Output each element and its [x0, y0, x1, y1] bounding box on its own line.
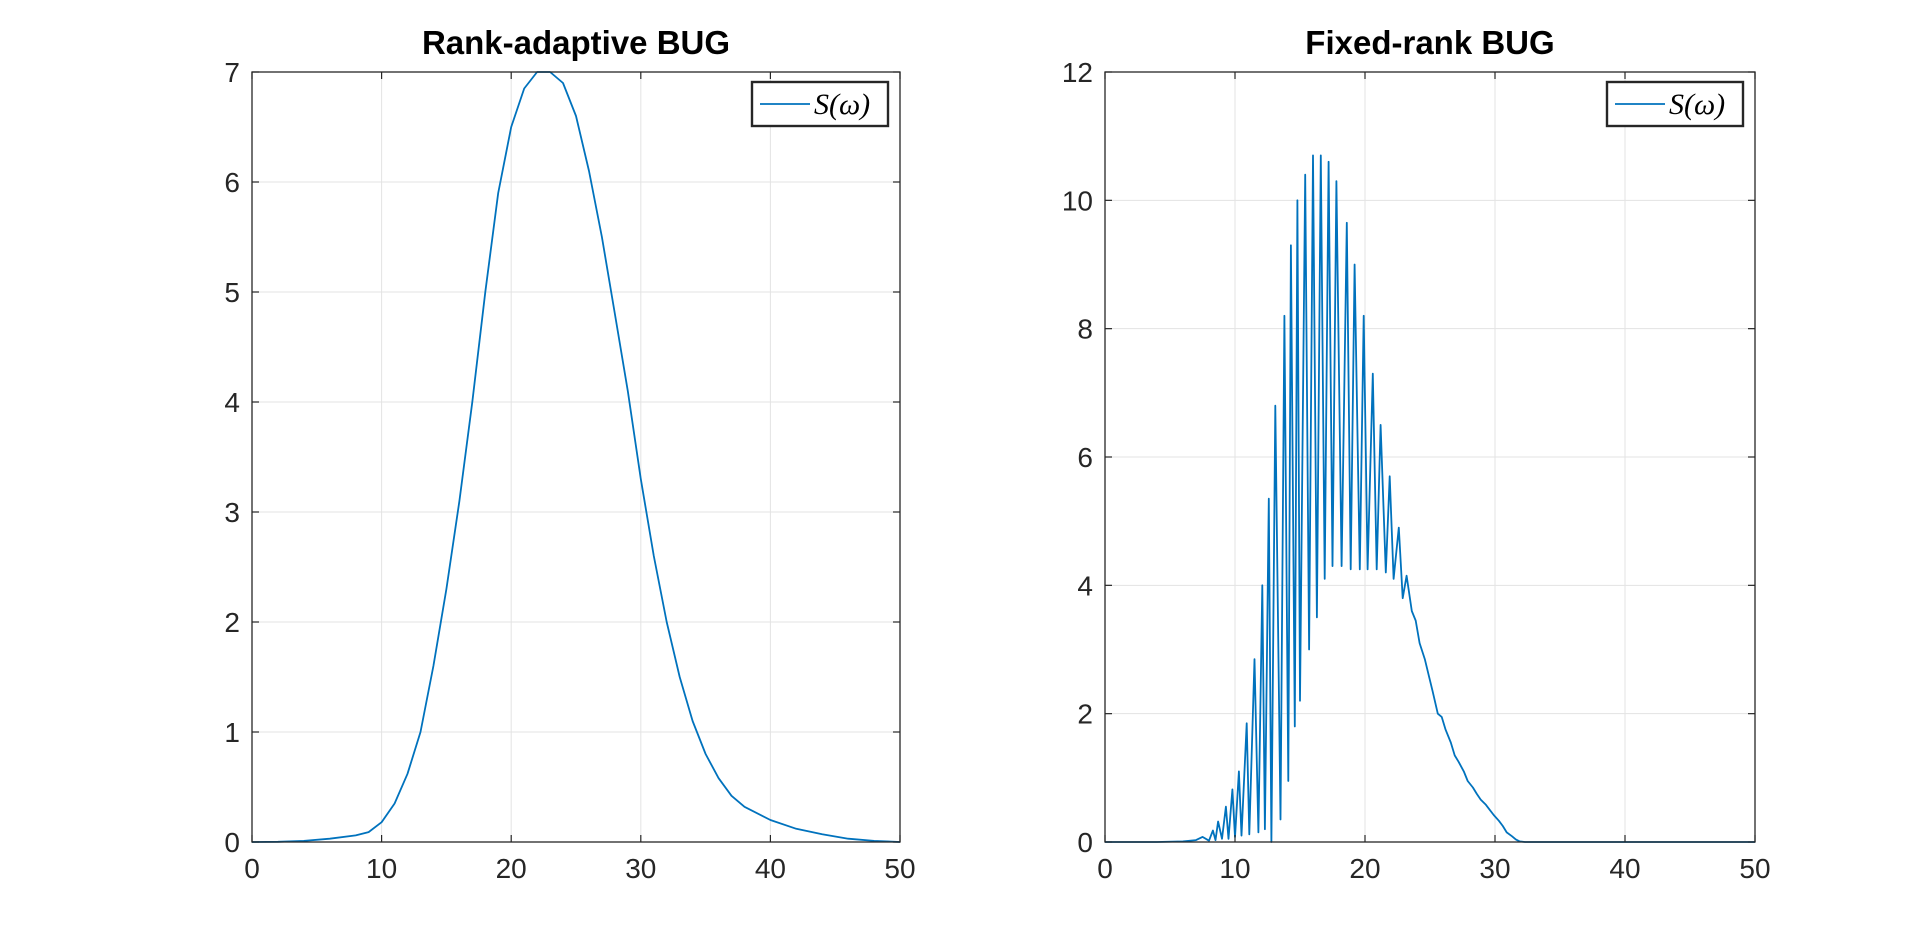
- y-tick-label: 7: [224, 57, 240, 88]
- y-tick-label: 0: [1077, 827, 1093, 858]
- y-tick-label: 10: [1062, 185, 1093, 216]
- y-tick-label: 4: [1077, 570, 1093, 601]
- legend-label: S(ω): [1669, 88, 1725, 121]
- x-tick-label: 30: [625, 853, 656, 884]
- y-tick-label: 4: [224, 387, 240, 418]
- x-tick-label: 40: [1609, 853, 1640, 884]
- x-tick-label: 10: [1219, 853, 1250, 884]
- x-tick-label: 30: [1479, 853, 1510, 884]
- y-tick-label: 1: [224, 717, 240, 748]
- y-tick-label: 6: [1077, 442, 1093, 473]
- plot-fixed-rank: 0 10 20 30 40 50 0 2 4 6 8 10 12 Fixed-rank BUG S(ω): [1062, 24, 1771, 884]
- y-tick-label: 12: [1062, 57, 1093, 88]
- x-tick-label: 20: [496, 853, 527, 884]
- axes-background: [252, 72, 900, 842]
- y-tick-label: 8: [1077, 314, 1093, 345]
- x-tick-label: 50: [1739, 853, 1770, 884]
- x-tick-label: 20: [1349, 853, 1380, 884]
- y-tick-label: 2: [1077, 699, 1093, 730]
- y-tick-label: 5: [224, 277, 240, 308]
- legend-label: S(ω): [814, 88, 870, 121]
- y-tick-label: 2: [224, 607, 240, 638]
- chart-title: Rank-adaptive BUG: [422, 24, 730, 61]
- legend: S(ω): [1605, 80, 1745, 128]
- y-tick-label: 6: [224, 167, 240, 198]
- x-tick-label: 0: [244, 853, 260, 884]
- x-tick-label: 0: [1097, 853, 1113, 884]
- legend: S(ω): [750, 80, 890, 128]
- series-line: [251, 71, 901, 843]
- y-tick-label: 3: [224, 497, 240, 528]
- plot-rank-adaptive: 0 10 20 30 40 50 0 1 2 3 4 5 6 7 Rank-adaptive BUG S(ω): [224, 24, 915, 884]
- axes-box: [251, 71, 901, 843]
- x-tick-label: 50: [884, 853, 915, 884]
- x-tick-label: 40: [755, 853, 786, 884]
- y-tick-label: 0: [224, 827, 240, 858]
- chart-title: Fixed-rank BUG: [1305, 24, 1554, 61]
- x-tick-label: 10: [366, 853, 397, 884]
